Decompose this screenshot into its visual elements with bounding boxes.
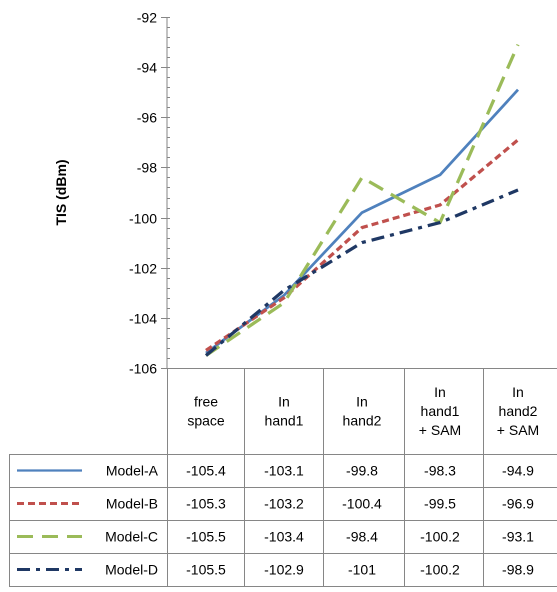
- legend-label: Model-D: [105, 562, 158, 578]
- series-line-model-b: [205, 138, 520, 352]
- y-tick-label: -94: [137, 60, 157, 76]
- legend-label: Model-A: [106, 463, 159, 479]
- data-table-value: -98.3: [424, 463, 456, 479]
- x-category-label: hand1: [265, 413, 304, 429]
- data-table-value: -105.4: [186, 463, 226, 479]
- x-category-label: In: [278, 394, 290, 410]
- x-category-label: In: [356, 394, 368, 410]
- data-table-value: -100.2: [420, 529, 460, 545]
- x-category-label: hand2: [499, 403, 538, 419]
- x-category-label: + SAM: [419, 422, 461, 438]
- data-table-value: -103.2: [264, 496, 304, 512]
- x-category-label: hand1: [421, 403, 460, 419]
- y-tick-label: -96: [137, 110, 157, 126]
- legend-label: Model-B: [106, 496, 158, 512]
- data-table-value: -93.1: [502, 529, 534, 545]
- y-axis-title: TIS (dBm): [53, 159, 69, 225]
- y-tick-label: -104: [129, 311, 157, 327]
- data-table-value: -99.5: [424, 496, 456, 512]
- y-tick-label: -106: [129, 361, 157, 377]
- data-table-value: -100.2: [420, 562, 460, 578]
- x-category-label: In: [512, 384, 524, 400]
- data-table-value: -100.4: [342, 496, 382, 512]
- data-table-value: -98.9: [502, 562, 534, 578]
- plot-area: [204, 43, 520, 357]
- data-table-value: -96.9: [502, 496, 534, 512]
- x-category-label: In: [434, 384, 446, 400]
- series-line-model-c: [205, 43, 520, 357]
- y-tick-label: -92: [137, 10, 157, 26]
- data-table-value: -103.4: [264, 529, 304, 545]
- data-table: free space In hand1 In hand2 In hand1 + SAM In han…: [9, 368, 557, 587]
- data-table-value: -105.5: [186, 529, 226, 545]
- y-tick-label: -102: [129, 261, 157, 277]
- data-table-value: -94.9: [502, 463, 534, 479]
- data-table-value: -99.8: [346, 463, 378, 479]
- data-table-value: -101: [348, 562, 376, 578]
- data-table-value: -98.4: [346, 529, 378, 545]
- x-category-label: + SAM: [497, 422, 539, 438]
- x-category-label: hand2: [343, 413, 382, 429]
- data-table-value: -105.5: [186, 562, 226, 578]
- y-tick-label: -98: [137, 160, 157, 176]
- data-table-value: -102.9: [264, 562, 304, 578]
- x-category-label: space: [187, 413, 225, 429]
- x-category-label: free: [194, 394, 218, 410]
- y-axis: -92 -94 -96 -98 -100 -102 -104 -106: [129, 10, 170, 377]
- legend-label: Model-C: [105, 529, 158, 545]
- series-line-model-d: [204, 188, 519, 357]
- series-line-model-a: [205, 88, 520, 355]
- data-table-value: -105.3: [186, 496, 226, 512]
- y-tick-label: -100: [129, 211, 157, 227]
- data-table-value: -103.1: [264, 463, 304, 479]
